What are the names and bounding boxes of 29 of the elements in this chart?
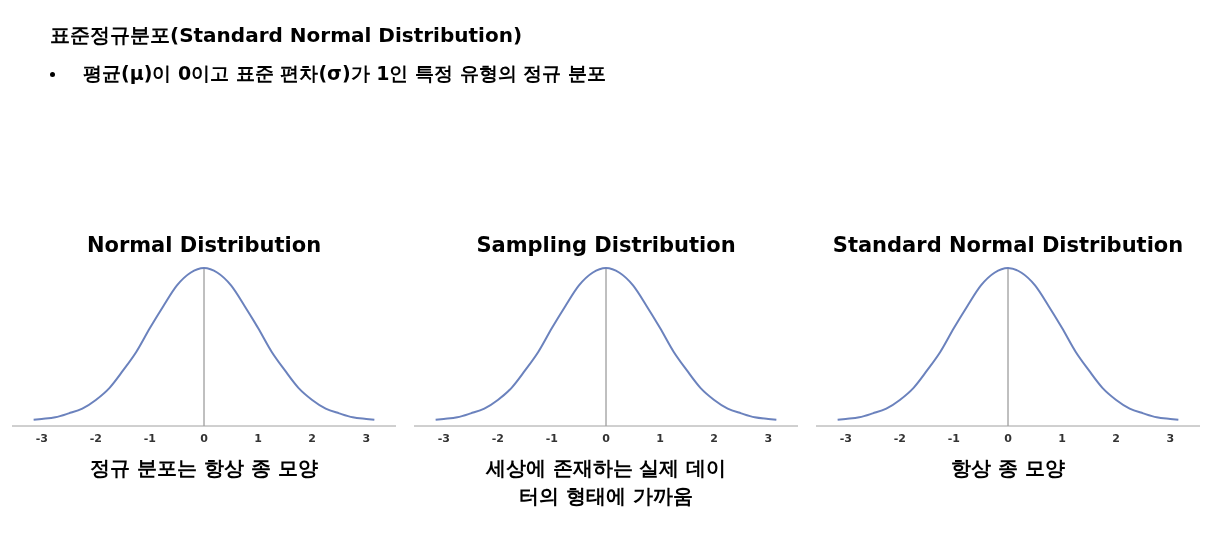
x-tick-label: 3 [1166, 431, 1175, 445]
x-tick-label: 3 [764, 431, 773, 445]
x-tick-label: -1 [947, 431, 961, 445]
chart-title: Standard Normal Distribution [831, 232, 1185, 259]
x-tick-label: -1 [545, 431, 559, 445]
x-axis-title: 세상에 존재하는 실제 데이터의 형태에 가까움 [484, 455, 728, 510]
text: 평균(μ)이 0이고 표준 편차(σ)가 1인 특정 유형의 정규 분포 [83, 61, 606, 86]
x-tick-label: -1 [143, 431, 157, 445]
x-tick-label: -2 [893, 431, 906, 445]
x-tick-label: 2 [308, 431, 316, 445]
text: 표준정규분포(Standard Normal Distribution) [50, 22, 524, 49]
x-tick-label: 1 [1058, 431, 1066, 445]
x-tick-label: -3 [839, 431, 852, 445]
chart-title: Sampling Distribution [475, 232, 737, 259]
x-tick-label: -2 [89, 431, 102, 445]
x-tick-label: 1 [656, 431, 664, 445]
x-tick-label: 0 [602, 431, 611, 445]
x-axis-title: 정규 분포는 항상 종 모양 [89, 455, 319, 482]
x-tick-label: -3 [437, 431, 450, 445]
x-tick-label: -3 [35, 431, 48, 445]
chart-title: Normal Distribution [85, 232, 323, 259]
x-tick-label: 0 [1004, 431, 1013, 445]
x-tick-label: 0 [200, 431, 209, 445]
x-tick-label: 1 [254, 431, 262, 445]
x-axis-title: 항상 종 모양 [950, 455, 1066, 482]
x-tick-label: 2 [1112, 431, 1120, 445]
x-tick-label: -2 [491, 431, 504, 445]
x-tick-label: 3 [362, 431, 371, 445]
x-tick-label: 2 [710, 431, 718, 445]
